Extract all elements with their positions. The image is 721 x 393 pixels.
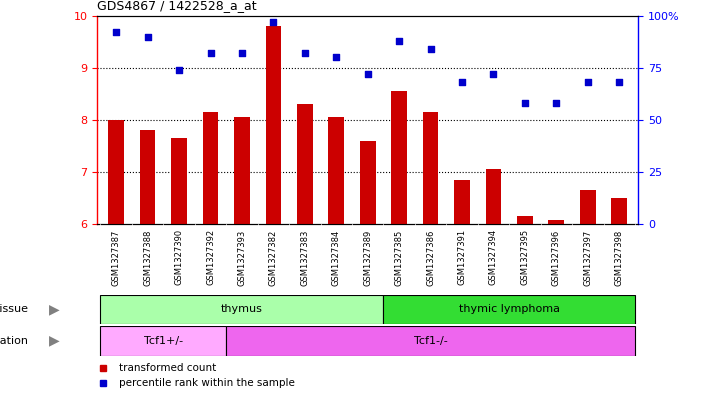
- Bar: [517, 216, 533, 224]
- Text: thymic lymphoma: thymic lymphoma: [459, 305, 559, 314]
- Point: [267, 19, 279, 25]
- Point: [362, 71, 373, 77]
- Bar: [100, 295, 384, 324]
- Text: GDS4867 / 1422528_a_at: GDS4867 / 1422528_a_at: [97, 0, 257, 12]
- Bar: [328, 117, 344, 224]
- Text: GSM1327382: GSM1327382: [269, 230, 278, 286]
- Text: GSM1327389: GSM1327389: [363, 230, 372, 286]
- Bar: [454, 180, 470, 224]
- Bar: [549, 220, 565, 224]
- Text: GSM1327398: GSM1327398: [615, 230, 624, 286]
- Text: GSM1327397: GSM1327397: [583, 230, 592, 286]
- Point: [236, 50, 248, 56]
- Point: [456, 79, 468, 86]
- Text: percentile rank within the sample: percentile rank within the sample: [119, 378, 295, 388]
- Point: [299, 50, 311, 56]
- Point: [394, 38, 405, 44]
- Bar: [611, 198, 627, 224]
- Bar: [226, 326, 635, 356]
- Text: GSM1327393: GSM1327393: [237, 230, 247, 286]
- Text: GSM1327396: GSM1327396: [552, 230, 561, 286]
- Text: GSM1327394: GSM1327394: [489, 230, 498, 285]
- Bar: [171, 138, 187, 224]
- Text: GSM1327390: GSM1327390: [174, 230, 184, 285]
- Point: [173, 67, 185, 73]
- Text: genotype/variation: genotype/variation: [0, 336, 29, 346]
- Point: [142, 33, 154, 40]
- Text: GSM1327392: GSM1327392: [206, 230, 215, 285]
- Text: Tcf1+/-: Tcf1+/-: [143, 336, 183, 346]
- Text: Tcf1-/-: Tcf1-/-: [414, 336, 448, 346]
- Bar: [423, 112, 438, 224]
- Point: [425, 46, 436, 52]
- Point: [330, 54, 342, 61]
- Text: GSM1327386: GSM1327386: [426, 230, 435, 286]
- Bar: [265, 26, 281, 224]
- Bar: [392, 91, 407, 224]
- Bar: [234, 117, 249, 224]
- Point: [519, 100, 531, 107]
- Bar: [360, 141, 376, 224]
- Bar: [100, 326, 226, 356]
- Point: [582, 79, 593, 86]
- Text: GSM1327384: GSM1327384: [332, 230, 341, 286]
- Bar: [486, 169, 501, 224]
- Bar: [580, 190, 596, 224]
- Bar: [140, 130, 156, 224]
- Text: transformed count: transformed count: [119, 362, 216, 373]
- Text: GSM1327395: GSM1327395: [521, 230, 529, 285]
- Text: ▶: ▶: [49, 302, 59, 316]
- Text: GSM1327388: GSM1327388: [143, 230, 152, 286]
- Point: [614, 79, 625, 86]
- Point: [487, 71, 499, 77]
- Point: [110, 29, 122, 35]
- Text: GSM1327387: GSM1327387: [112, 230, 120, 286]
- Point: [205, 50, 216, 56]
- Text: thymus: thymus: [221, 305, 263, 314]
- Text: GSM1327385: GSM1327385: [394, 230, 404, 286]
- Bar: [203, 112, 218, 224]
- Text: ▶: ▶: [49, 334, 59, 348]
- Bar: [384, 295, 635, 324]
- Text: GSM1327383: GSM1327383: [301, 230, 309, 286]
- Text: tissue: tissue: [0, 304, 29, 314]
- Bar: [297, 104, 313, 224]
- Point: [551, 100, 562, 107]
- Bar: [108, 120, 124, 224]
- Text: GSM1327391: GSM1327391: [458, 230, 466, 285]
